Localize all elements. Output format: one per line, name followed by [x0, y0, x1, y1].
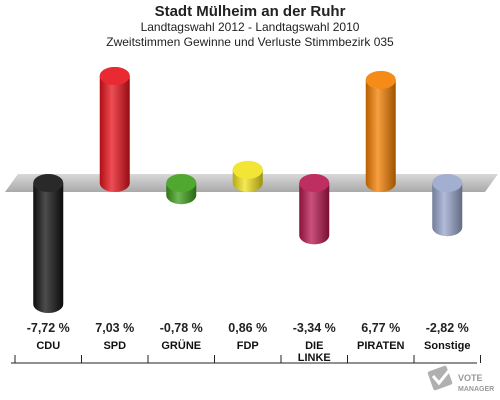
value-label-die-linke: -3,34 % — [293, 321, 336, 335]
vote-manager-watermark: VOTE MANAGER — [427, 365, 494, 393]
bar-cdu — [33, 174, 64, 313]
bar-gr-ne — [166, 174, 197, 205]
value-label-piraten: 6,77 % — [361, 321, 400, 335]
bar-sonstige — [432, 174, 463, 237]
chart-subtitle-2: Zweitstimmen Gewinne und Verluste Stimmb… — [106, 35, 394, 49]
category-label-die-linke-line-2: LINKE — [298, 352, 331, 364]
value-label-sonstige: -2,82 % — [426, 321, 469, 335]
bars-layer — [33, 67, 463, 313]
watermark-line-1: VOTE — [458, 373, 483, 383]
bar-cap-gr-ne — [166, 174, 197, 192]
watermark-line-2: MANAGER — [458, 386, 494, 393]
value-label-spd: 7,03 % — [95, 321, 134, 335]
bar-die-linke — [299, 174, 330, 245]
bar-cap-fdp — [232, 160, 263, 179]
bar-cap-die-linke — [299, 174, 330, 192]
category-label-piraten: PIRATEN — [357, 340, 405, 352]
bar-body-die-linke — [299, 183, 330, 245]
value-label-cdu: -7,72 % — [27, 321, 70, 335]
category-label-cdu: CDU — [36, 340, 60, 352]
bar-piraten — [365, 70, 396, 192]
value-label-gr-ne: -0,78 % — [160, 321, 203, 335]
value-label-fdp: 0,86 % — [228, 321, 267, 335]
category-label-gr-ne: GRÜNE — [161, 339, 201, 352]
bar-cap-piraten — [365, 70, 396, 89]
ballot-check-icon — [427, 365, 454, 391]
labels-layer: -7,72 % CDU 7,03 % SPD -0,78 % GRÜNE 0,86 % FDP… — [27, 321, 471, 364]
category-label-fdp: FDP — [237, 340, 259, 352]
bar-fdp — [232, 160, 263, 192]
bar-body-spd — [99, 67, 130, 192]
bar-spd — [99, 67, 130, 192]
chart-subtitle-1: Landtagswahl 2012 - Landtagswahl 2010 — [141, 20, 360, 34]
bar-cap-cdu — [33, 174, 64, 192]
bar-body-piraten — [365, 70, 396, 192]
bar-body-cdu — [33, 183, 64, 313]
bar-body-sonstige — [432, 183, 463, 237]
bar-cap-spd — [99, 67, 130, 85]
category-label-die-linke-line-1: DIE — [305, 340, 323, 352]
bar-cap-sonstige — [432, 174, 463, 192]
category-axis — [11, 355, 481, 364]
category-label-sonstige: Sonstige — [424, 340, 470, 352]
category-label-spd: SPD — [103, 340, 126, 352]
chart-title: Stadt Mülheim an der Ruhr — [155, 3, 346, 20]
